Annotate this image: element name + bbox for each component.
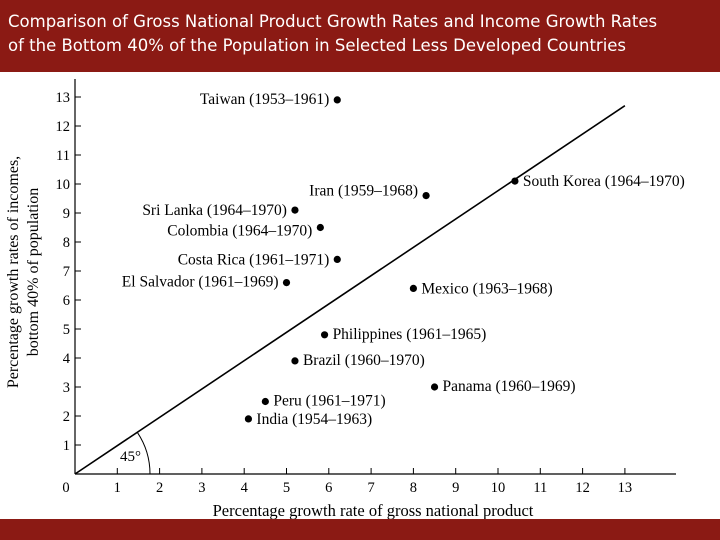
data-point-label: Brazil (1960–1970)	[303, 352, 425, 369]
x-tick-label: 1	[114, 480, 121, 496]
y-axis-title-line-2: bottom 40% of population	[25, 188, 42, 356]
x-tick-label: 4	[241, 480, 249, 496]
data-point-label: Mexico (1963–1968)	[421, 280, 552, 297]
data-point	[409, 284, 417, 292]
slide-footer-bar	[0, 519, 720, 540]
y-tick-label: 11	[56, 148, 70, 164]
reference-line-group: 45°	[74, 105, 626, 475]
slide-title: Comparison of Gross National Product Gro…	[0, 0, 720, 72]
data-point	[316, 223, 324, 232]
data-point-label: Panama (1960–1969)	[443, 378, 576, 395]
angle-arc	[136, 432, 151, 475]
data-point	[422, 192, 430, 200]
data-point-label: Costa Rica (1961–1971)	[178, 251, 330, 268]
data-point-label: Iran (1959–1968)	[309, 183, 418, 200]
data-point	[430, 383, 439, 391]
y-tick-label: 9	[63, 206, 70, 222]
data-point	[282, 279, 291, 287]
data-point	[244, 415, 253, 423]
x-axis-title: Percentage growth rate of gross national…	[213, 501, 534, 519]
x-axis-ticks: 0 1 2 3 4 5 6 7 8 9 10 11 12 13	[62, 468, 632, 496]
x-tick-label: 0	[62, 480, 69, 496]
y-tick-label: 10	[56, 177, 71, 193]
y-tick-label: 6	[63, 293, 70, 309]
data-point	[333, 255, 341, 263]
data-point-label: India (1954–1963)	[256, 411, 372, 428]
data-points: Taiwan (1953–1961) Iran (1959–1968) South …	[122, 91, 685, 428]
data-point-label: South Korea (1964–1970)	[523, 173, 685, 190]
x-tick-label: 2	[156, 480, 163, 496]
x-tick-label: 7	[367, 480, 374, 496]
angle-label: 45°	[120, 449, 141, 465]
data-point-label: El Salvador (1961–1969)	[122, 274, 279, 291]
y-tick-label: 3	[63, 380, 70, 396]
y-tick-label: 1	[63, 438, 70, 454]
y-tick-label: 5	[63, 322, 70, 338]
x-tick-label: 11	[533, 480, 547, 496]
y-axis-title: Percentage growth rates of incomes, bott…	[5, 156, 42, 388]
data-point-label: Colombia (1964–1970)	[167, 223, 312, 240]
data-point	[333, 96, 341, 104]
x-tick-label: 5	[283, 480, 290, 496]
data-point-label: Peru (1961–1971)	[273, 393, 385, 410]
slide-title-line-1: Comparison of Gross National Product Gro…	[8, 12, 658, 31]
y-tick-label: 8	[63, 235, 70, 251]
chart-axes	[74, 79, 676, 475]
data-point-label: Philippines (1961–1965)	[333, 326, 487, 343]
data-point-label: Sri Lanka (1964–1970)	[142, 202, 287, 219]
x-tick-label: 10	[491, 480, 506, 496]
y-tick-label: 4	[63, 351, 71, 367]
data-point	[291, 357, 299, 365]
data-point	[511, 177, 519, 185]
x-tick-label: 9	[452, 480, 459, 496]
reference-line-45	[74, 105, 626, 475]
x-tick-label: 3	[198, 480, 205, 496]
y-tick-label: 7	[63, 264, 70, 280]
data-point	[320, 331, 329, 339]
y-tick-label: 2	[63, 409, 70, 425]
data-point-label: Taiwan (1953–1961)	[200, 91, 329, 108]
x-tick-label: 6	[325, 480, 332, 496]
y-tick-label: 13	[56, 90, 71, 106]
data-point	[261, 397, 269, 406]
slide-title-line-2: of the Bottom 40% of the Population in S…	[8, 36, 627, 55]
x-tick-label: 13	[618, 480, 633, 496]
x-tick-label: 12	[575, 480, 590, 496]
y-axis-title-line-1: Percentage growth rates of incomes,	[5, 156, 22, 388]
data-point	[291, 206, 299, 214]
y-tick-label: 12	[56, 119, 71, 135]
x-tick-label: 8	[410, 480, 417, 496]
